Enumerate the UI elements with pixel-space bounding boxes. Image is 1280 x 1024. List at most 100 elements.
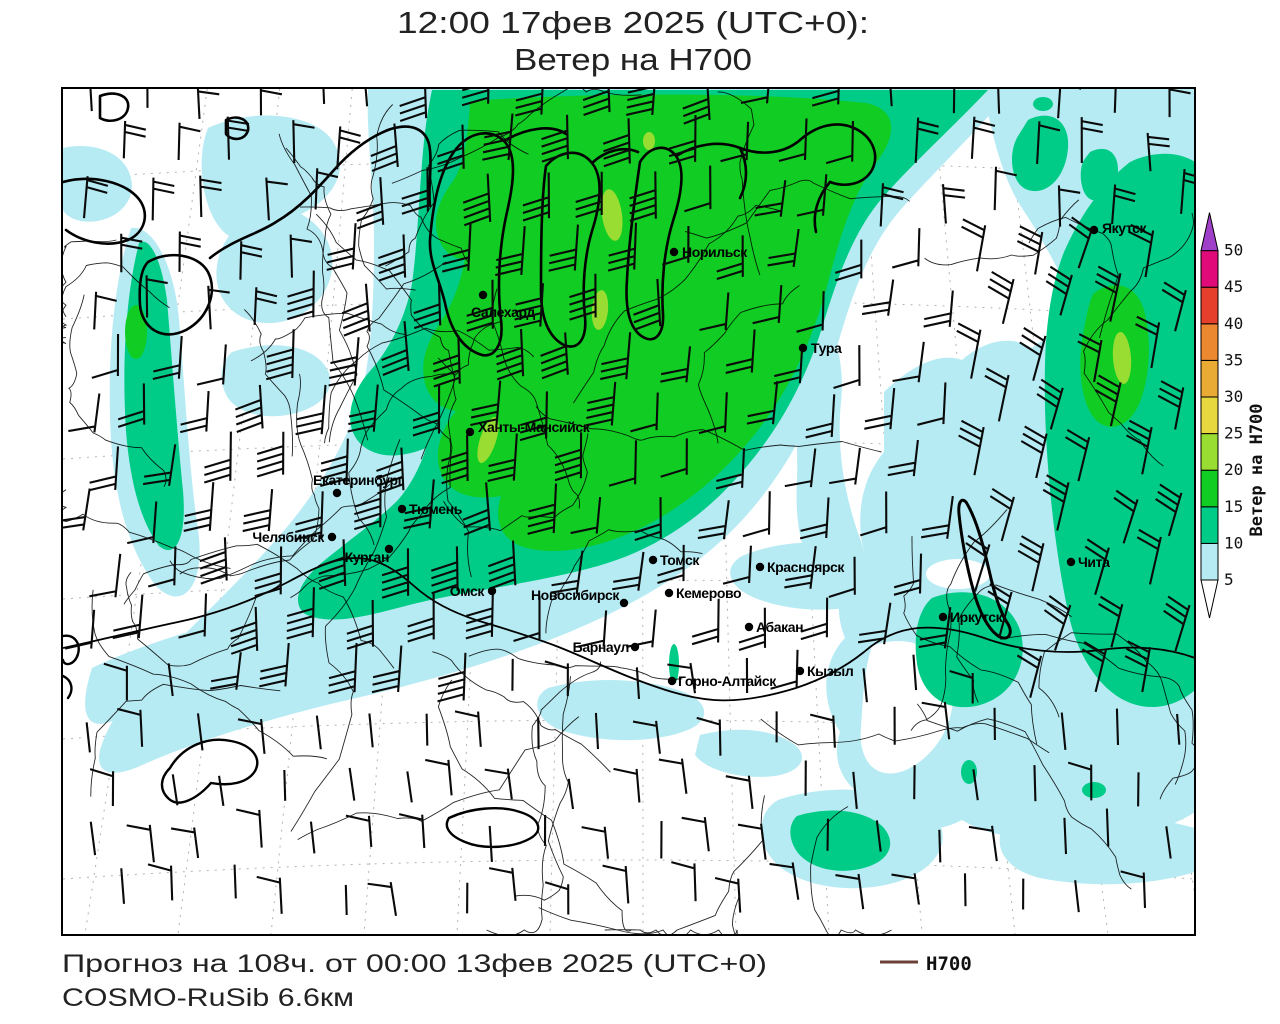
colorbar-tick-45: 45: [1224, 277, 1243, 296]
wind-barb: [178, 231, 201, 272]
wind-barb: [800, 597, 829, 641]
wind-barb: [466, 279, 494, 332]
wind-barb: [488, 825, 493, 862]
wind-barb: [661, 225, 690, 266]
wind-barb: [1060, 712, 1067, 751]
wind-barb: [239, 241, 263, 280]
wind-barb: [570, 496, 602, 535]
city-label: Челябинск: [252, 529, 325, 545]
wind-barb: [668, 114, 697, 165]
wind-barb: [541, 114, 569, 163]
wind-barb: [437, 124, 465, 173]
wind-barb: [85, 722, 91, 753]
wind-barb: [1063, 817, 1068, 855]
city-label: Курган: [345, 549, 389, 565]
wind-barb: [286, 587, 315, 640]
wind-barb: [811, 89, 841, 107]
map-frame: [61, 87, 1196, 936]
wind-barb: [348, 767, 356, 801]
wind-barb: [968, 825, 998, 862]
wind-barb: [259, 642, 290, 688]
wind-barb: [170, 827, 200, 859]
wind-barb: [835, 873, 865, 910]
city-dot: [332, 488, 342, 498]
wind-barb: [1077, 333, 1103, 383]
wind-barb: [1074, 880, 1080, 913]
wind-barb: [120, 868, 126, 904]
wind-barb: [519, 391, 548, 442]
wind-barb: [1094, 374, 1122, 427]
wind-barb: [294, 491, 324, 541]
colorbar-tick-35: 35: [1224, 350, 1243, 369]
wind-barb: [993, 166, 1017, 211]
wind-barb: [737, 823, 767, 860]
colorbar-tick-10: 10: [1224, 533, 1243, 552]
wind-barb: [754, 180, 787, 217]
city-dot: [384, 544, 394, 554]
wind-barb: [887, 439, 919, 477]
wind-barb: [407, 593, 435, 643]
wind-barb: [286, 270, 315, 321]
wind-barb: [142, 444, 177, 487]
wind-barb: [965, 534, 991, 592]
wind-barb: [413, 282, 442, 330]
wind-barb: [626, 609, 657, 648]
wind-barb: [254, 546, 283, 598]
wind-barb: [336, 126, 361, 170]
wind-barb: [921, 701, 951, 740]
wind-barb: [875, 820, 882, 852]
wind-barb: [1157, 380, 1185, 430]
wind-barb: [949, 670, 974, 704]
city-label: Красноярск: [767, 559, 845, 575]
wind-barb: [88, 446, 120, 492]
wind-barb: [328, 337, 360, 387]
wind-barb: [196, 344, 227, 386]
wind-barb: [891, 228, 921, 269]
wind-barb: [482, 113, 514, 161]
map-title-line2: Ветер на H700: [514, 42, 752, 77]
wind-barb: [714, 877, 742, 913]
city-label: Абакан: [756, 619, 803, 635]
wind-barb: [1155, 483, 1183, 537]
wind-barb: [256, 875, 283, 914]
wind-barb: [1094, 265, 1122, 322]
wind-barb: [353, 483, 382, 531]
wind-barb: [809, 713, 836, 748]
city-Кызыл: Кызыл: [795, 663, 854, 679]
wind-barb: [963, 873, 967, 907]
city-dot: [667, 676, 677, 686]
city-label: Барнаул: [573, 639, 629, 655]
wind-barb: [381, 548, 410, 599]
city-label: Омск: [450, 583, 486, 599]
city-dot: [487, 586, 497, 596]
wind-barb: [465, 588, 494, 640]
wind-barb: [632, 720, 661, 754]
wind-barb: [432, 335, 461, 388]
city-dot: [397, 504, 407, 514]
wind-barb: [494, 226, 526, 277]
city-dot: [478, 290, 488, 300]
wind-barb: [1165, 826, 1172, 859]
wind-barb: [89, 821, 97, 856]
h700-legend: H700: [880, 953, 972, 975]
wind-barb: [725, 775, 754, 810]
wind-barb: [470, 380, 502, 427]
wind-barb: [289, 234, 313, 278]
wind-barb: [1019, 327, 1047, 381]
city-dot: [1089, 225, 1099, 235]
wind-barbs: [63, 89, 1194, 916]
wind-barb: [347, 384, 379, 433]
wind-barb: [64, 609, 96, 650]
wind-barb: [527, 483, 558, 535]
wind-barb: [660, 346, 692, 383]
wind-barb: [699, 292, 730, 332]
wind-barb: [585, 381, 617, 427]
wind-barb: [893, 553, 923, 596]
city-label: Тюмень: [409, 501, 463, 517]
wind-barb: [412, 384, 441, 437]
wind-barb: [89, 768, 115, 807]
wind-barb: [68, 393, 101, 433]
wind-barb: [1045, 265, 1073, 316]
wind-barb: [315, 715, 322, 750]
city-markers: Норильск Салехард Тура Якутск Ханты-Мансийск…: [252, 220, 1147, 689]
